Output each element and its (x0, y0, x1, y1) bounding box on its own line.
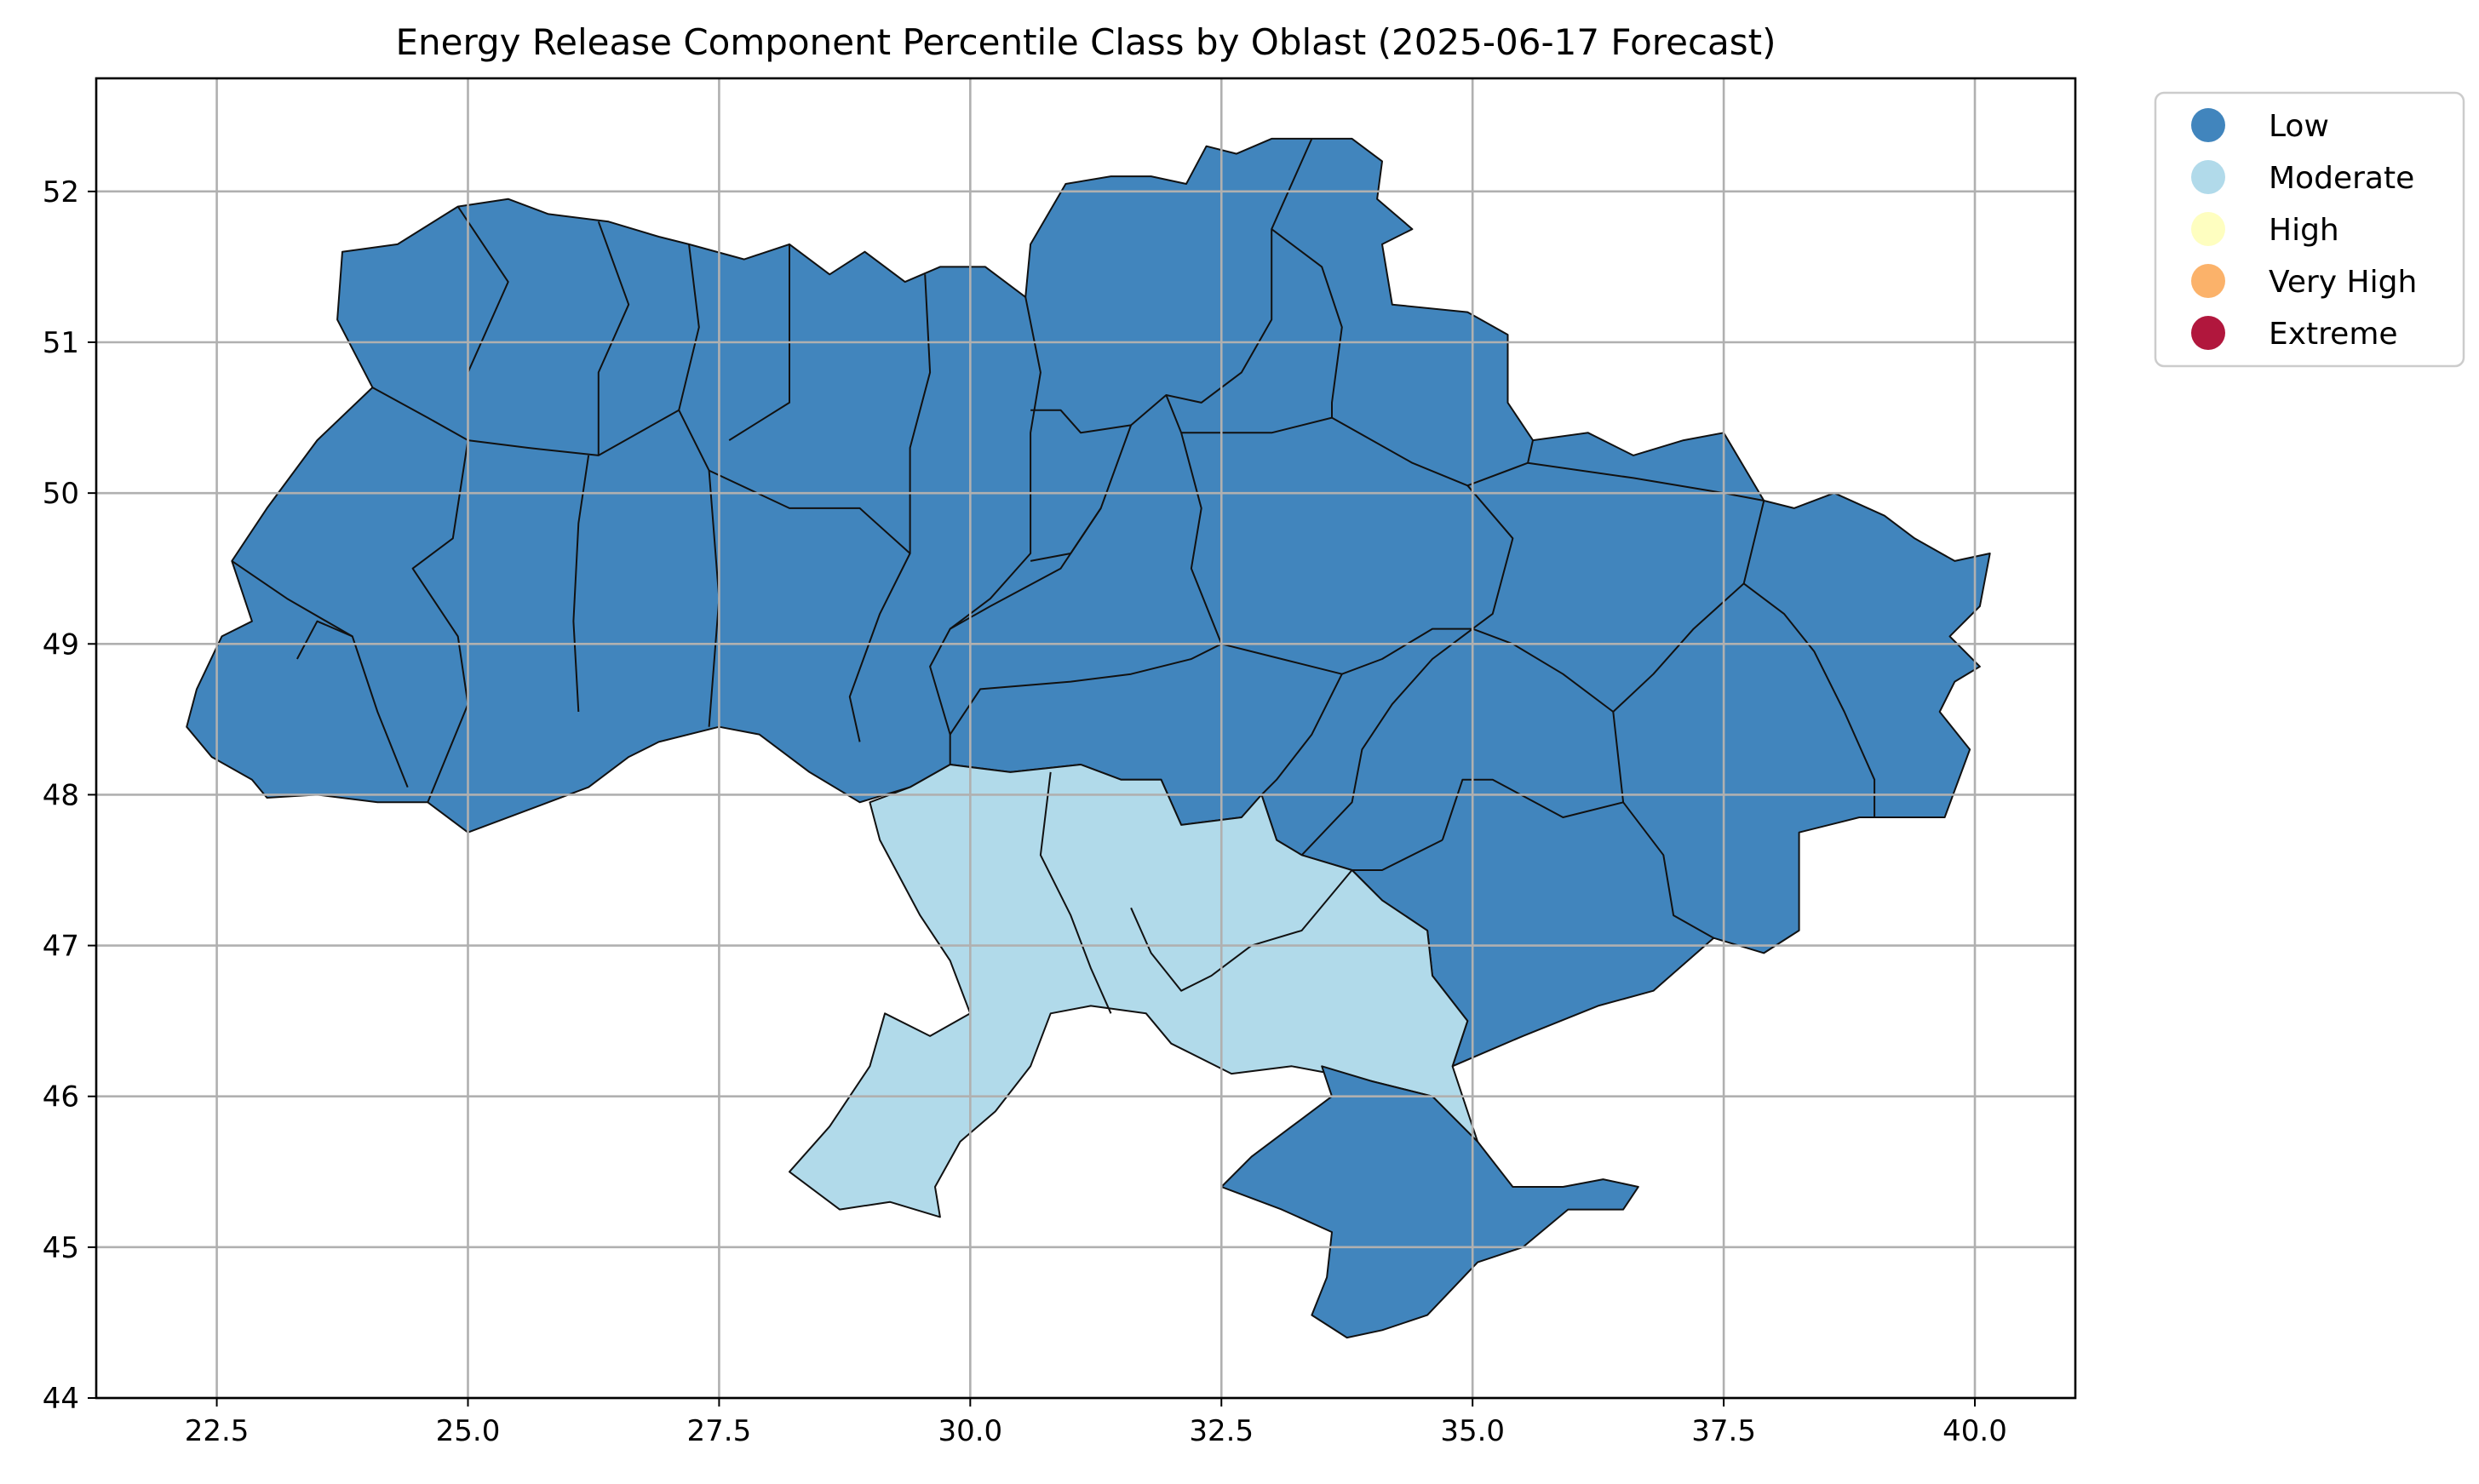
y-tick-label: 46 (43, 1080, 79, 1114)
legend-marker-extreme (2191, 316, 2225, 350)
x-axis: 22.5 25.0 27.5 30.0 32.5 35.0 37.5 40.0 (185, 1398, 2007, 1448)
legend-label: Very High (2269, 265, 2417, 300)
y-axis: 44 45 46 47 48 49 50 51 52 (43, 175, 96, 1416)
y-tick-label: 48 (43, 778, 79, 812)
y-tick-label: 50 (43, 477, 79, 511)
x-tick-label: 27.5 (687, 1414, 752, 1448)
plot-area (95, 77, 2077, 1400)
legend-marker-moderate (2191, 160, 2225, 194)
legend-marker-low (2191, 108, 2225, 142)
map-regions (186, 137, 1991, 1339)
axes-frame (95, 77, 2077, 1400)
legend-label: High (2269, 213, 2339, 248)
legend-label: Extreme (2269, 317, 2398, 352)
legend-label: Low (2269, 109, 2329, 144)
x-tick-label: 37.5 (1691, 1414, 1756, 1448)
y-tick-label: 49 (43, 627, 79, 662)
x-tick-label: 30.0 (938, 1414, 1002, 1448)
x-tick-label: 40.0 (1942, 1414, 2007, 1448)
legend: Low Moderate High Very High Extreme (2154, 91, 2465, 368)
y-tick-label: 47 (43, 930, 79, 964)
y-tick-label: 51 (43, 326, 79, 360)
x-tick-label: 32.5 (1189, 1414, 1254, 1448)
legend-label: Moderate (2269, 161, 2414, 196)
x-tick-label: 35.0 (1440, 1414, 1505, 1448)
x-tick-label: 25.0 (436, 1414, 501, 1448)
legend-marker-high (2191, 212, 2225, 246)
legend-box (2154, 91, 2465, 368)
y-tick-label: 45 (43, 1231, 79, 1265)
y-tick-label: 52 (43, 175, 79, 209)
legend-marker-very-high (2191, 264, 2225, 298)
region-low-crimea (1220, 1065, 1639, 1339)
chart-title: Energy Release Component Percentile Clas… (395, 21, 1776, 63)
x-tick-label: 22.5 (185, 1414, 250, 1448)
y-tick-label: 44 (43, 1382, 79, 1416)
region-moderate-south (789, 764, 1479, 1218)
oblast-borders (231, 138, 1876, 1014)
